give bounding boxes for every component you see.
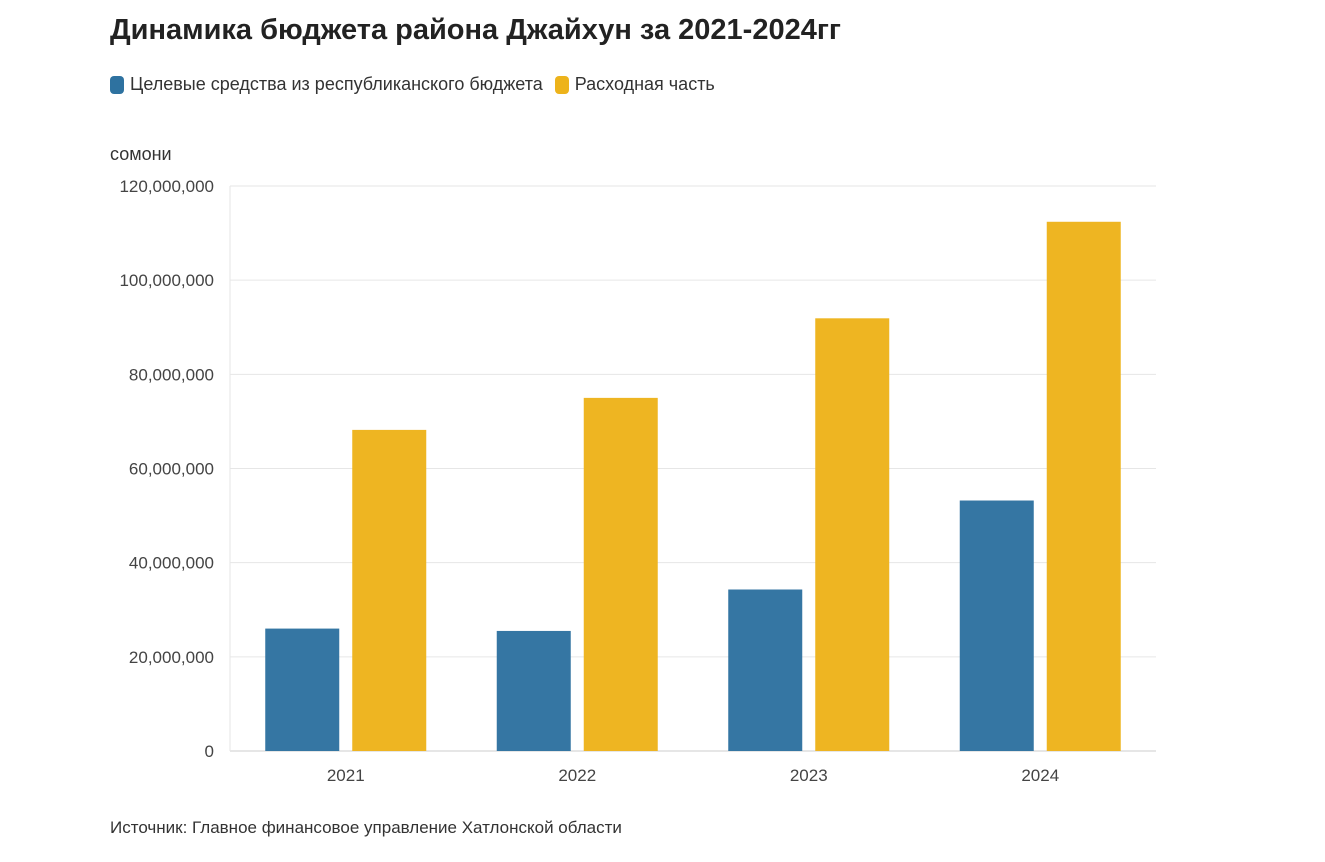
bar-chart: сомони 0 20,000,000 40,000,000 60,000,000 80,…	[110, 144, 1156, 785]
y-tick-label: 120,000,000	[119, 177, 214, 196]
legend: Целевые средства из республиканского бюд…	[110, 74, 727, 95]
chart-title: Динамика бюджета района Джайхун за 2021-…	[110, 14, 841, 46]
y-axis-label: сомони	[110, 144, 172, 164]
y-tick-label: 60,000,000	[129, 460, 214, 479]
bar-target-funds-2022	[496, 630, 571, 751]
x-tick-label: 2023	[790, 766, 828, 785]
bar-expenditure-2023	[815, 318, 890, 751]
source-note: Источник: Главное финансовое управление …	[110, 818, 622, 837]
y-tick-label: 0	[205, 742, 214, 761]
legend-label-target-funds: Целевые средства из республиканского бюд…	[130, 74, 543, 94]
bar-target-funds-2023	[728, 589, 803, 751]
legend-item-target-funds[interactable]: Целевые средства из республиканского бюд…	[110, 74, 543, 95]
legend-swatch-target-funds	[110, 75, 124, 94]
y-tick-label: 80,000,000	[129, 365, 214, 384]
bar-expenditure-2021	[352, 429, 427, 751]
x-tick-label: 2022	[558, 766, 596, 785]
y-tick-label: 20,000,000	[129, 648, 214, 667]
x-tick-label: 2024	[1021, 766, 1059, 785]
bar-target-funds-2024	[959, 500, 1034, 751]
legend-swatch-expenditure	[554, 75, 569, 94]
x-tick-label: 2021	[327, 766, 365, 785]
y-tick-label: 100,000,000	[119, 271, 214, 290]
bar-expenditure-2024	[1046, 221, 1121, 752]
legend-label-expenditure: Расходная часть	[574, 74, 715, 94]
y-tick-label: 40,000,000	[129, 554, 214, 573]
bar-target-funds-2021	[265, 628, 340, 751]
bar-expenditure-2022	[583, 397, 658, 751]
legend-item-expenditure[interactable]: Расходная часть	[554, 74, 715, 95]
